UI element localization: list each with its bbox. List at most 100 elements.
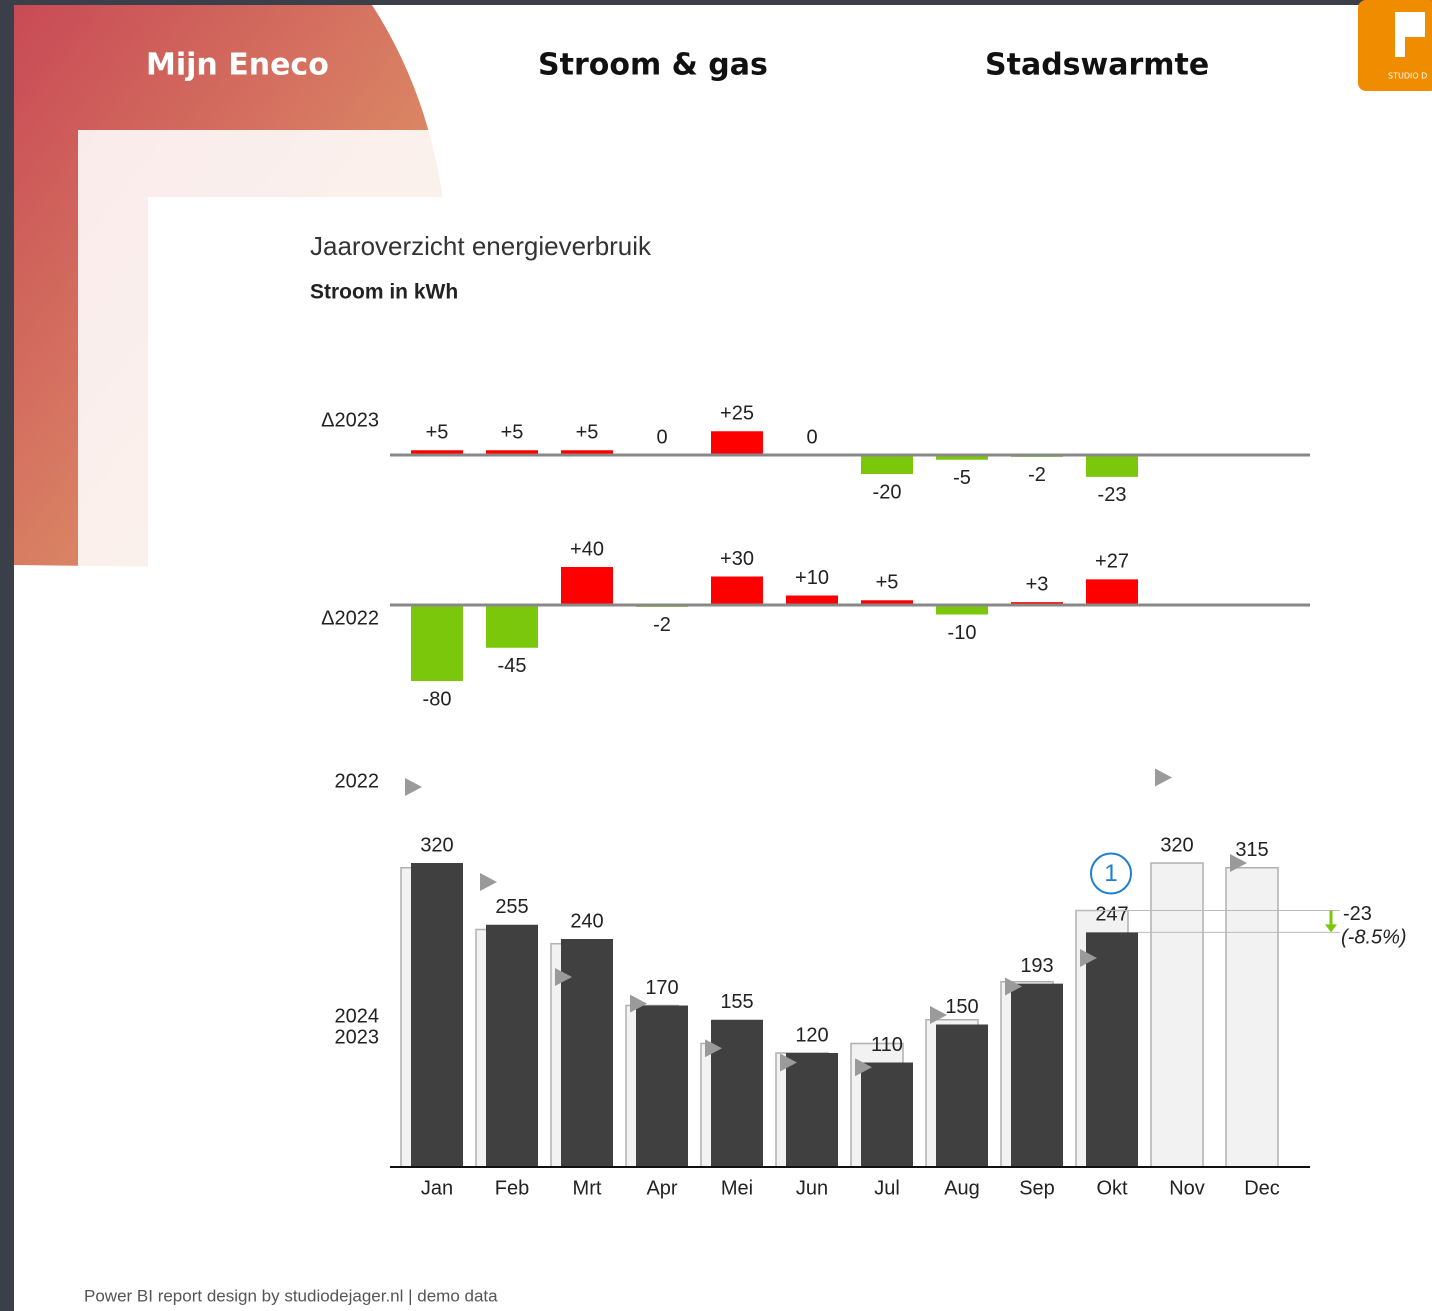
delta-bar xyxy=(711,431,763,455)
bar-2024 xyxy=(1011,983,1063,1167)
delta-label: -10 xyxy=(948,622,977,644)
delta-bar xyxy=(861,455,913,474)
badge xyxy=(1090,852,1132,895)
bar-2024 xyxy=(1086,932,1138,1167)
logo-glyph xyxy=(1395,12,1425,57)
delta-label: +3 xyxy=(1026,573,1049,595)
delta-label: +5 xyxy=(876,572,899,594)
delta-label: 0 xyxy=(806,426,817,448)
x-tick-label: Mrt xyxy=(573,1177,602,1199)
x-tick-label: Nov xyxy=(1169,1177,1205,1199)
value-label: 320 xyxy=(420,834,453,856)
chart-subtitle: Stroom in kWh xyxy=(310,281,458,304)
delta-bar xyxy=(411,605,463,681)
delta-label: +30 xyxy=(720,548,754,570)
delta-bar xyxy=(936,605,988,615)
delta-bar xyxy=(486,605,538,648)
value-label: 240 xyxy=(570,910,603,932)
delta-label: -20 xyxy=(873,481,902,503)
delta-label: 0 xyxy=(656,426,667,448)
value-label: 255 xyxy=(495,896,528,918)
bar-2023 xyxy=(1150,862,1204,1168)
delta-bar xyxy=(1086,455,1138,477)
row-label: 2022 xyxy=(335,770,380,792)
x-tick-label: Apr xyxy=(646,1177,677,1199)
delta-label: +5 xyxy=(501,422,524,444)
x-tick-label: Mei xyxy=(721,1177,753,1199)
delta-label: -2 xyxy=(1028,464,1046,486)
marker-2022 xyxy=(630,994,647,1013)
delta-label: +10 xyxy=(795,567,829,589)
bar-2024 xyxy=(861,1062,913,1167)
marker-2022 xyxy=(405,778,422,796)
delta-bar xyxy=(411,450,463,455)
bar-2024 xyxy=(486,924,538,1167)
callout-arrowhead xyxy=(1325,924,1337,933)
footer: Power BI report design by studiodejager.… xyxy=(84,1286,498,1305)
delta-bar xyxy=(486,450,538,455)
delta-label: -2 xyxy=(653,614,671,636)
value-label: 320 xyxy=(1160,834,1193,856)
marker-2022 xyxy=(1005,977,1022,996)
row-label: Δ2022 xyxy=(321,607,379,629)
delta-bar xyxy=(1086,579,1138,605)
value-label: 247 xyxy=(1095,904,1128,926)
delta-bar xyxy=(711,576,763,605)
value-label: 315 xyxy=(1235,839,1268,861)
delta-label: +25 xyxy=(720,403,754,425)
delta-label: -45 xyxy=(498,655,527,677)
x-tick-label: Jan xyxy=(421,1177,453,1199)
value-label: 110 xyxy=(871,1034,903,1056)
value-label: 170 xyxy=(645,977,678,999)
delta-bar xyxy=(786,595,838,605)
value-label: 155 xyxy=(720,991,753,1013)
row-label: Δ2023 xyxy=(321,409,379,431)
decor-square xyxy=(148,197,458,577)
marker-2022 xyxy=(705,1039,722,1058)
delta-label: -80 xyxy=(423,688,452,710)
x-tick-label: Aug xyxy=(944,1177,980,1199)
row-label: 2024 xyxy=(335,1005,380,1027)
bar-2024 xyxy=(786,1053,838,1167)
marker-2022 xyxy=(480,873,497,891)
nav-item[interactable]: Mijn Eneco xyxy=(146,48,329,83)
x-tick-label: Jun xyxy=(796,1177,828,1199)
value-label: 193 xyxy=(1020,955,1053,977)
nav-item[interactable]: Stadswarmte xyxy=(985,48,1209,83)
value-label: 120 xyxy=(795,1024,828,1046)
bar-2024 xyxy=(411,863,463,1167)
delta-label: +5 xyxy=(426,422,449,444)
nav-item[interactable]: Stroom & gas xyxy=(538,48,768,83)
callout-delta: -23 xyxy=(1343,903,1372,925)
delta-label: -23 xyxy=(1098,484,1127,506)
bar-2024 xyxy=(711,1019,763,1167)
marker-2022 xyxy=(930,1006,947,1024)
logo-text: STUDIO D xyxy=(1388,72,1427,81)
row-label: 2023 xyxy=(335,1026,380,1048)
delta-bar xyxy=(861,600,913,605)
delta-bar xyxy=(561,567,613,605)
marker-2022 xyxy=(855,1058,872,1077)
delta-bar xyxy=(936,455,988,460)
x-tick-label: Jul xyxy=(874,1177,900,1199)
bar-2024 xyxy=(561,939,613,1167)
callout-pct: (-8.5%) xyxy=(1341,927,1407,949)
delta-label: +27 xyxy=(1095,551,1129,573)
x-tick-label: Feb xyxy=(495,1177,529,1199)
x-tick-label: Sep xyxy=(1019,1177,1055,1199)
marker-2022 xyxy=(1230,854,1247,872)
delta-label: +5 xyxy=(576,422,599,444)
delta-bar xyxy=(561,450,613,455)
bar-2024 xyxy=(636,1005,688,1167)
x-tick-label: Okt xyxy=(1096,1177,1128,1199)
marker-2022 xyxy=(1155,768,1172,787)
marker-2022 xyxy=(555,968,572,986)
bar-2024 xyxy=(936,1024,988,1167)
delta-label: -5 xyxy=(953,467,971,489)
marker-2022 xyxy=(1080,949,1097,967)
bar-2023 xyxy=(1225,867,1279,1168)
x-tick-label: Dec xyxy=(1244,1177,1280,1199)
value-label: 150 xyxy=(945,996,978,1018)
